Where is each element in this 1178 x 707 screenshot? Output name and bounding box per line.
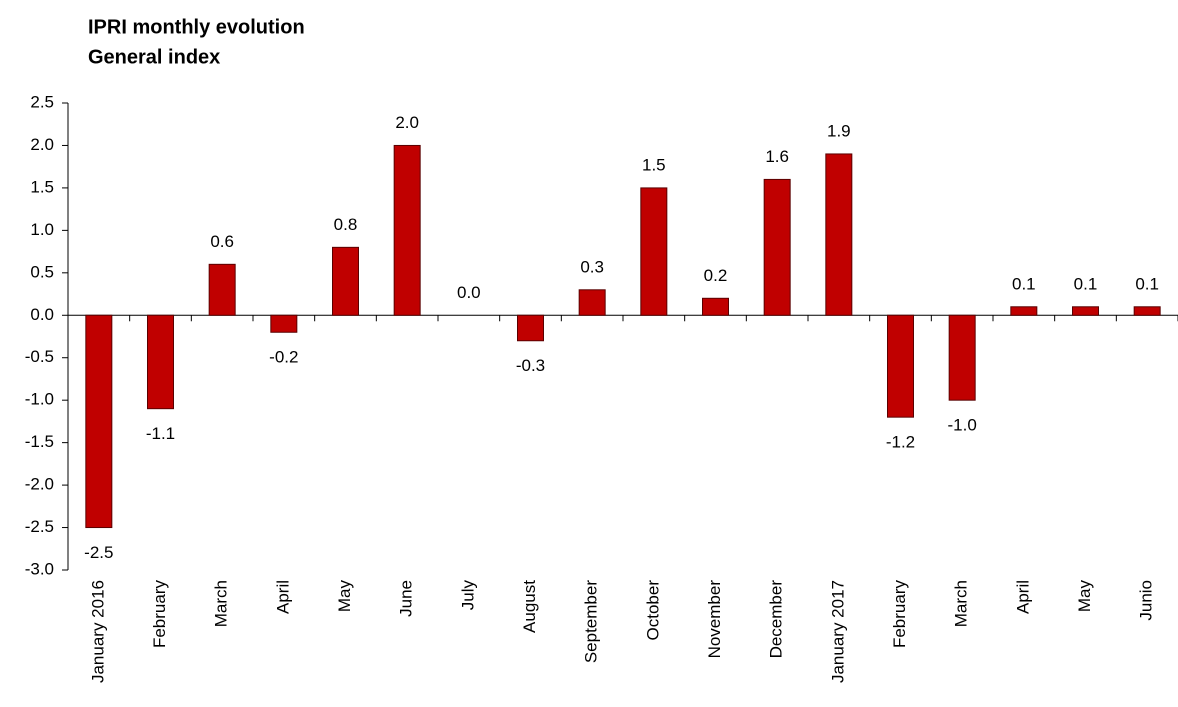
data-label: 0.1 — [1012, 274, 1036, 293]
x-tick-label: October — [643, 580, 662, 641]
data-label: 0.8 — [334, 215, 358, 234]
y-tick-label: 0.5 — [30, 262, 54, 281]
x-tick-label: May — [335, 580, 354, 613]
chart-subtitle: General index — [88, 46, 220, 68]
bar — [702, 297, 729, 316]
x-tick-label: March — [952, 580, 971, 627]
y-tick-label: 1.0 — [30, 220, 54, 239]
data-label: -1.0 — [948, 416, 977, 435]
data-label: 1.6 — [765, 147, 789, 166]
chart-title: IPRI monthly evolution — [88, 16, 305, 38]
y-tick-label: 2.5 — [30, 92, 54, 111]
bar — [85, 314, 113, 529]
x-tick-label: June — [397, 580, 416, 617]
x-tick-label: March — [212, 580, 231, 627]
x-tick-label: January 2016 — [88, 580, 107, 683]
data-label: -0.3 — [516, 356, 545, 375]
data-label: 0.6 — [210, 232, 234, 251]
bar — [147, 314, 174, 410]
y-tick-label: -2.0 — [25, 475, 54, 494]
bar — [1010, 306, 1038, 316]
bar — [517, 314, 544, 342]
data-label: 0.0 — [457, 283, 481, 302]
x-tick-label: September — [582, 580, 601, 663]
bar — [208, 263, 236, 316]
y-tick-label: 0.0 — [30, 305, 54, 324]
data-label: -2.5 — [84, 543, 113, 562]
y-tick-label: -1.0 — [25, 390, 54, 409]
y-tick-label: -3.0 — [25, 559, 54, 578]
x-tick-label: April — [273, 580, 292, 614]
bar — [825, 153, 853, 316]
data-label: 0.2 — [704, 266, 728, 285]
bar — [640, 187, 668, 316]
data-label: 2.0 — [395, 113, 419, 132]
data-label: -1.2 — [886, 433, 915, 452]
data-label: 0.3 — [580, 257, 604, 276]
x-tick-label: November — [705, 580, 724, 659]
y-tick-label: -2.5 — [25, 517, 54, 536]
data-label: -1.1 — [146, 424, 175, 443]
bar — [1072, 306, 1099, 316]
bar — [763, 178, 791, 316]
x-tick-label: July — [458, 580, 477, 611]
bar — [393, 144, 421, 316]
x-tick-label: Junio — [1137, 580, 1156, 621]
bar — [578, 289, 606, 316]
x-tick-label: May — [1075, 580, 1094, 613]
y-tick-label: 1.5 — [30, 177, 54, 196]
x-tick-label: February — [150, 580, 169, 649]
bar — [1133, 306, 1161, 316]
y-tick-label: 2.0 — [30, 135, 54, 154]
data-label: -0.2 — [269, 348, 298, 367]
bar — [332, 246, 359, 316]
x-tick-label: February — [890, 580, 909, 649]
bar — [270, 314, 298, 333]
data-label: 0.1 — [1074, 274, 1098, 293]
x-tick-label: April — [1013, 580, 1032, 614]
x-tick-label: December — [767, 580, 786, 659]
bar — [887, 314, 914, 418]
x-tick-label: January 2017 — [828, 580, 847, 683]
data-label: 1.9 — [827, 121, 851, 140]
x-tick-label: August — [520, 580, 539, 633]
data-label: 0.1 — [1135, 274, 1159, 293]
y-tick-label: -1.5 — [25, 432, 54, 451]
data-label: 1.5 — [642, 155, 666, 174]
y-tick-label: -0.5 — [25, 347, 54, 366]
bar — [948, 314, 976, 401]
